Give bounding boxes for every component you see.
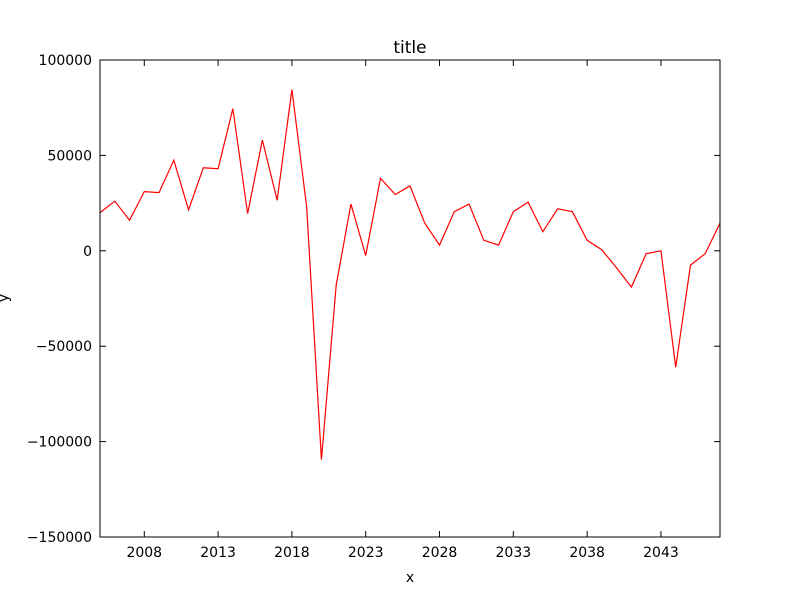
y-tick-label: 0 <box>83 244 92 260</box>
x-tick-label: 2008 <box>126 545 162 561</box>
x-axis-label: x <box>406 570 414 586</box>
y-tick-label: 50000 <box>47 148 92 164</box>
series-line-0 <box>99 89 721 460</box>
y-axis-label: y <box>0 294 12 302</box>
x-tick-label: 2043 <box>643 545 679 561</box>
y-axis: 100000 50000 0 −50000 −100000 −150000 <box>27 53 720 546</box>
x-tick-label: 2028 <box>422 545 458 561</box>
x-tick-label: 2013 <box>200 545 236 561</box>
y-tick-label: −100000 <box>27 435 92 451</box>
x-tick-label: 2023 <box>348 545 384 561</box>
chart-title: title <box>393 38 426 58</box>
y-tick-label: 100000 <box>39 53 92 69</box>
x-tick-label: 2033 <box>496 545 532 561</box>
y-tick-label: −150000 <box>27 530 92 546</box>
plot-area <box>99 89 721 460</box>
x-axis: 2008 2013 2018 2023 2028 2033 2038 2043 <box>126 60 679 561</box>
plot-frame <box>99 59 721 538</box>
y-tick-label: −50000 <box>36 339 92 355</box>
x-tick-label: 2038 <box>569 545 605 561</box>
x-tick-label: 2018 <box>274 545 310 561</box>
